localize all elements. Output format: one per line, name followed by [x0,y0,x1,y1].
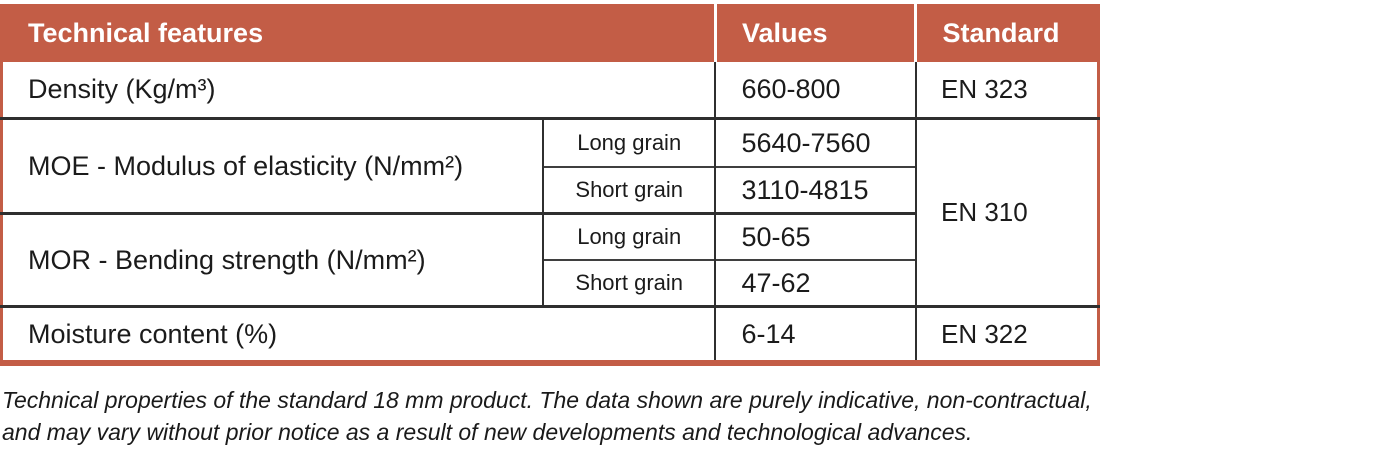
density-standard-cell: EN 323 [914,62,1099,119]
row-moe-long-grain: MOE - Modulus of elasticity (N/mm²) Long… [1,117,1099,307]
moe-long-grain-label-cell: Long grain [541,117,716,167]
caption-line-2: and may vary without prior notice as a r… [2,419,973,445]
moisture-value-cell: 6-14 [714,305,916,363]
header-standard: Standard [914,4,1099,62]
density-feature-cell: Density (Kg/m³) [1,62,716,119]
moe-short-grain-label-cell: Short grain [541,166,716,214]
header-values: Values [713,4,916,62]
mor-short-grain-label-cell: Short grain [541,259,716,307]
row-mor-long-grain: MOR - Bending strength (N/mm²) Long grai… [1,212,1099,307]
table-caption: Technical properties of the standard 18 … [2,384,1400,448]
mor-feature-cell: MOR - Bending strength (N/mm²) [1,212,543,307]
moe-mor-standard-cell: EN 310 [914,117,1099,307]
row-mor-short-grain: Short grain 47-62 [2,259,1099,307]
row-density: Density (Kg/m³) 660-800 EN 323 [1,62,1099,119]
mor-short-grain-value-cell: 47-62 [714,259,916,307]
moe-feature-cell: MOE - Modulus of elasticity (N/mm²) [1,117,543,214]
mor-long-grain-value-cell: 50-65 [714,212,916,260]
mor-long-grain-label-cell: Long grain [541,212,716,260]
moe-short-grain-value-cell: 3110-4815 [714,166,916,214]
row-moe-short-grain: Short grain 3110-4815 [2,166,1099,214]
moisture-standard-cell: EN 322 [914,305,1099,363]
moe-long-grain-value-cell: 5640-7560 [714,117,916,167]
caption-line-1: Technical properties of the standard 18 … [2,387,1092,413]
row-moisture: Moisture content (%) 6-14 EN 322 [1,305,1099,363]
density-value-cell: 660-800 [714,62,916,119]
technical-features-table: Technical features Values Standard Densi… [0,4,1100,366]
header-technical-features: Technical features [1,4,716,62]
moisture-feature-cell: Moisture content (%) [1,305,716,363]
header-row: Technical features Values Standard [1,4,1099,62]
